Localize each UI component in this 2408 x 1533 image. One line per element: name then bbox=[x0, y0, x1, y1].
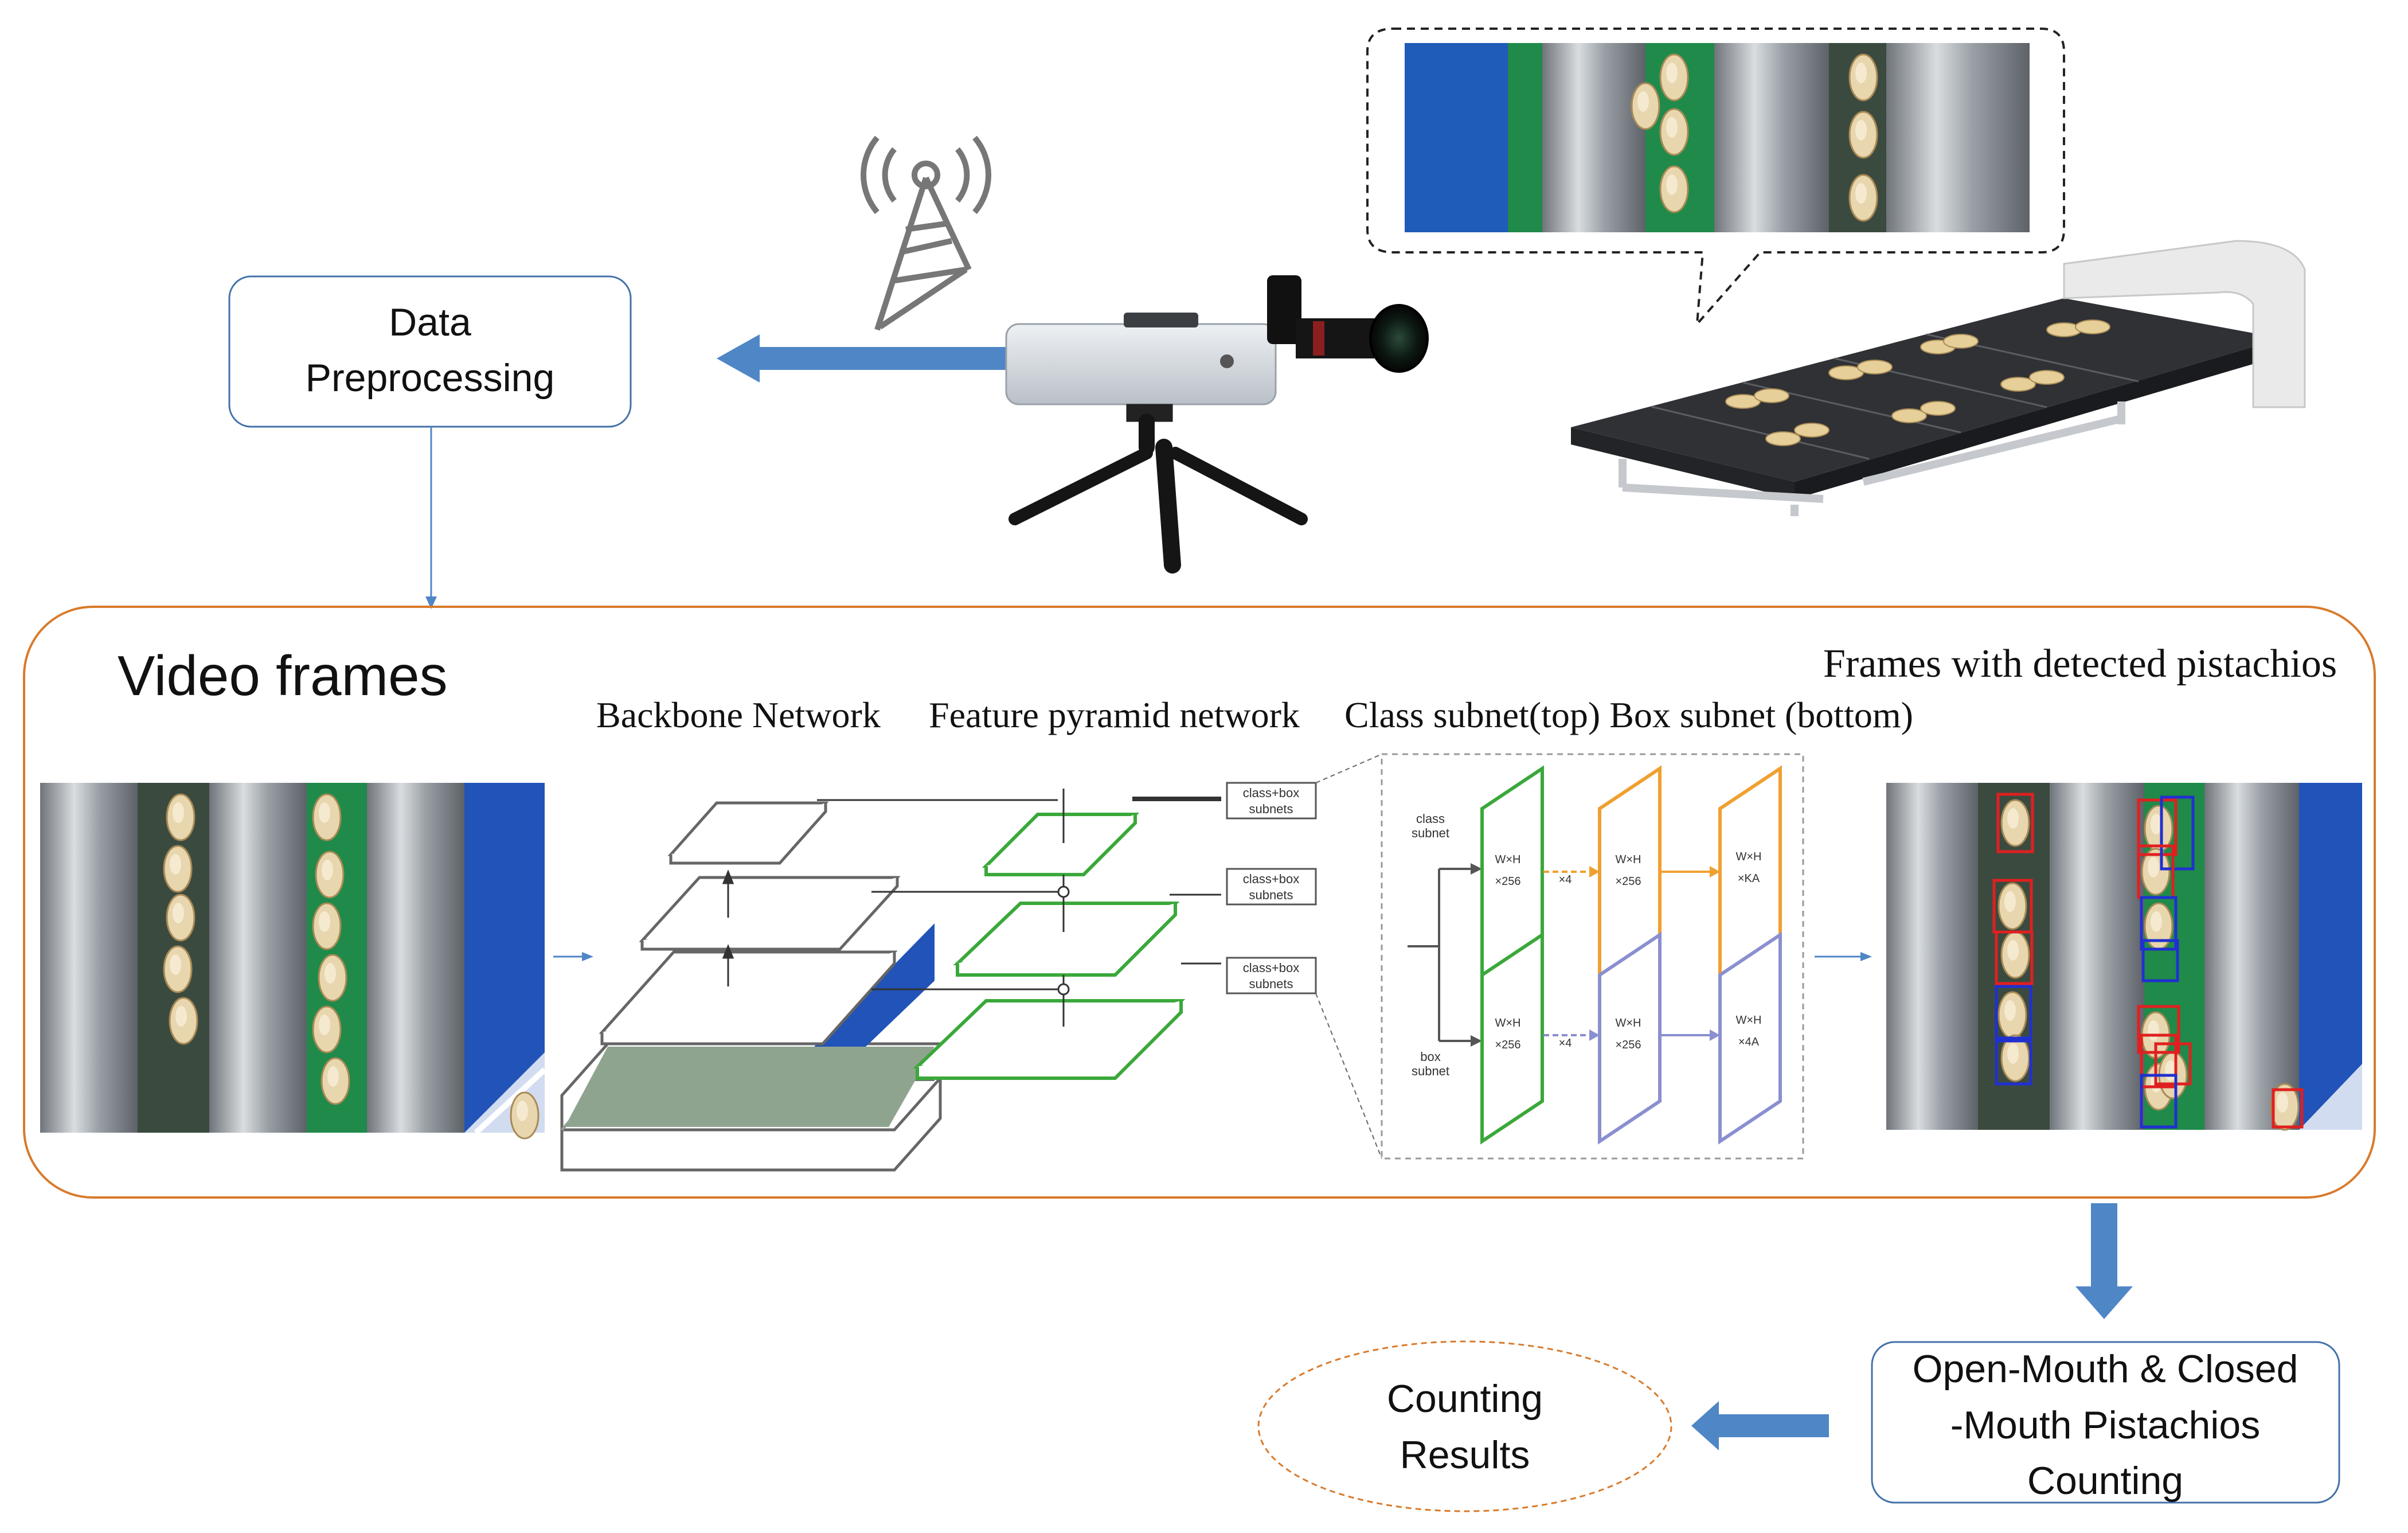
svg-text:W×H: W×H bbox=[1736, 1014, 1762, 1027]
svg-text:W×H: W×H bbox=[1736, 851, 1762, 863]
backbone-arrows bbox=[722, 799, 1058, 990]
counting-line3: Counting bbox=[2027, 1459, 2183, 1503]
svg-text:W×H: W×H bbox=[1616, 1017, 1641, 1029]
backbone-caption: Backbone Network bbox=[596, 695, 881, 735]
svg-text:×4: ×4 bbox=[1559, 873, 1572, 886]
svg-text:W×H: W×H bbox=[1495, 853, 1521, 866]
data-preprocessing-box: Data Preprocessing bbox=[228, 275, 632, 428]
results-arrow bbox=[1691, 1401, 1829, 1450]
svg-text:class+box: class+box bbox=[1243, 872, 1299, 886]
fpn-output-labels: class+box subnets class+box subnets clas… bbox=[1226, 782, 1317, 994]
svg-text:×4A: ×4A bbox=[1738, 1036, 1760, 1048]
svg-text:×256: ×256 bbox=[1615, 1039, 1641, 1051]
svg-text:W×H: W×H bbox=[1495, 1017, 1521, 1029]
video-frames-title: Video frames bbox=[118, 644, 448, 707]
svg-text:×KA: ×KA bbox=[1738, 872, 1760, 885]
backbone-network-diagram bbox=[560, 801, 942, 1172]
video-frames-panel bbox=[23, 606, 2376, 1199]
detected-caption: Frames with detected pistachios bbox=[1823, 642, 2337, 686]
counting-line2: -Mouth Pistachios bbox=[1950, 1403, 2260, 1447]
svg-text:subnet: subnet bbox=[1412, 1064, 1449, 1078]
down-arrow bbox=[2075, 1203, 2133, 1319]
svg-text:class+box: class+box bbox=[1243, 786, 1299, 800]
detected-video-frame bbox=[1886, 783, 2362, 1131]
data-preprocessing-line1: Data bbox=[389, 301, 471, 344]
svg-text:class+box: class+box bbox=[1243, 961, 1299, 975]
svg-text:×256: ×256 bbox=[1615, 875, 1641, 888]
smartphone-camera-icon bbox=[1005, 275, 1429, 405]
fpn-caption: Feature pyramid network bbox=[929, 695, 1300, 735]
results-line2: Results bbox=[1400, 1433, 1530, 1477]
svg-text:class: class bbox=[1416, 812, 1445, 826]
svg-text:×256: ×256 bbox=[1495, 875, 1520, 888]
svg-text:box: box bbox=[1420, 1050, 1440, 1064]
svg-text:×256: ×256 bbox=[1495, 1039, 1520, 1051]
feature-pyramid-diagram bbox=[913, 813, 1186, 1080]
input-video-frame bbox=[40, 783, 545, 1140]
counting-box: Open-Mouth & Closed -Mouth Pistachios Co… bbox=[1871, 1341, 2340, 1504]
svg-text:W×H: W×H bbox=[1616, 853, 1641, 866]
tripod-icon bbox=[1008, 404, 1308, 574]
svg-text:subnets: subnets bbox=[1249, 977, 1293, 991]
fpn-arrows bbox=[1057, 789, 1221, 1027]
svg-text:×4: ×4 bbox=[1559, 1037, 1572, 1050]
subnet-diagram: class subnet box subnet bbox=[1381, 753, 1804, 1160]
counting-results-ellipse: Counting Results bbox=[1257, 1340, 1672, 1512]
svg-text:subnets: subnets bbox=[1249, 802, 1293, 816]
antenna-tower-icon bbox=[861, 135, 991, 331]
conveyor-belt-icon bbox=[1571, 240, 2306, 516]
subnet-caption: Class subnet(top) Box subnet (bottom) bbox=[1344, 695, 1913, 735]
camera-view-bubble bbox=[1366, 28, 2065, 327]
results-line1: Counting bbox=[1387, 1377, 1543, 1421]
svg-text:subnet: subnet bbox=[1412, 826, 1449, 840]
counting-line1: Open-Mouth & Closed bbox=[1913, 1347, 2298, 1391]
data-preprocessing-line2: Preprocessing bbox=[306, 356, 555, 400]
svg-text:subnets: subnets bbox=[1249, 888, 1293, 902]
